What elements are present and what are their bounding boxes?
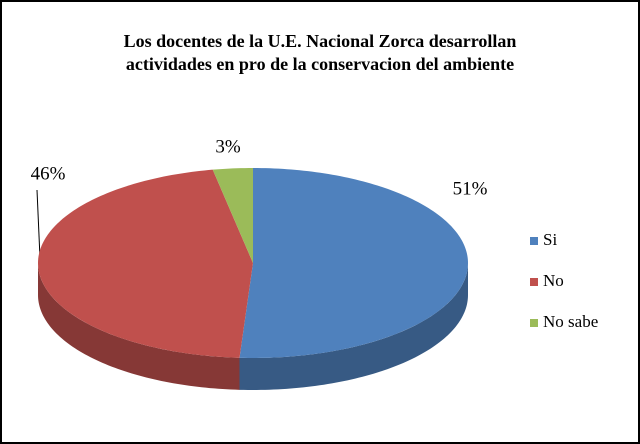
slice — [239, 168, 468, 358]
slice-side — [239, 263, 468, 390]
slice-side — [38, 263, 240, 390]
data-label: 51% — [453, 178, 488, 199]
legend-swatch — [530, 278, 538, 286]
legend-label: No sabe — [543, 312, 598, 331]
slice — [212, 168, 253, 263]
legend-label: No — [543, 271, 564, 290]
data-label: 3% — [215, 136, 241, 157]
legend-swatch — [530, 237, 538, 245]
slice — [38, 169, 253, 358]
data-label: 46% — [31, 163, 66, 184]
chart-title: Los docentes de la U.E. Nacional Zorca d… — [123, 31, 517, 74]
leader-line — [36, 189, 41, 259]
legend-swatch — [530, 319, 538, 327]
legend-label: Si — [543, 230, 557, 249]
